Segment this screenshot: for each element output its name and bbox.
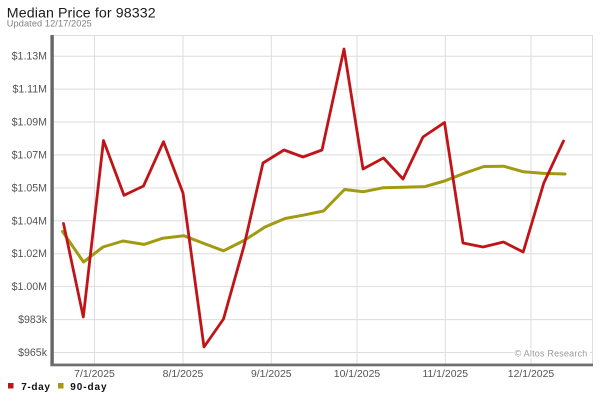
svg-text:12/1/2025: 12/1/2025	[508, 369, 555, 380]
svg-text:$1.11M: $1.11M	[12, 84, 47, 96]
svg-text:$1.02M: $1.02M	[12, 248, 47, 260]
svg-text:$1.13M: $1.13M	[12, 51, 47, 63]
svg-text:9/1/2025: 9/1/2025	[251, 369, 292, 380]
svg-text:$1.07M: $1.07M	[12, 149, 47, 161]
svg-text:$1.09M: $1.09M	[12, 117, 47, 129]
svg-text:$1.00M: $1.00M	[12, 281, 47, 293]
svg-text:11/1/2025: 11/1/2025	[422, 369, 468, 380]
svg-text:90-day: 90-day	[70, 382, 107, 393]
svg-text:$983k: $983k	[18, 314, 48, 326]
svg-text:$1.04M: $1.04M	[12, 215, 47, 227]
svg-text:$965k: $965k	[18, 347, 48, 359]
svg-text:8/1/2025: 8/1/2025	[163, 369, 204, 380]
svg-text:Median Price for 98332: Median Price for 98332	[7, 5, 156, 21]
svg-text:10/1/2025: 10/1/2025	[334, 369, 381, 380]
svg-text:Updated 12/17/2025: Updated 12/17/2025	[7, 18, 92, 28]
svg-text:7-day: 7-day	[21, 382, 50, 393]
svg-text:© Altos Research: © Altos Research	[515, 348, 588, 358]
svg-text:$1.05M: $1.05M	[12, 182, 47, 194]
svg-text:7/1/2025: 7/1/2025	[74, 369, 115, 380]
